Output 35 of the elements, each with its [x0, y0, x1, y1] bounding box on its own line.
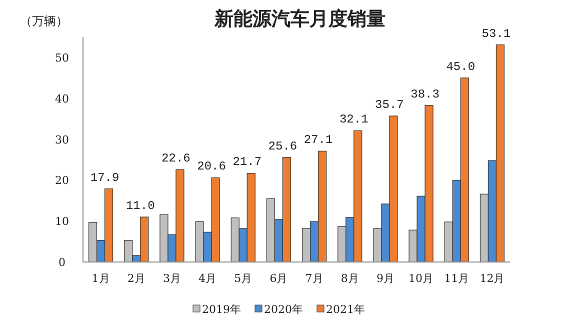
- legend-label: 2020年: [264, 303, 303, 316]
- x-tick-label: 10月: [408, 272, 434, 285]
- x-tick-label: 6月: [270, 272, 288, 285]
- y-tick-label: 30: [55, 133, 69, 146]
- y-tick-label: 50: [55, 51, 69, 64]
- y-tick-label: 10: [55, 215, 69, 228]
- data-label: 17.9: [90, 170, 120, 185]
- x-tick-label: 12月: [480, 272, 505, 285]
- data-label: 21.7: [232, 155, 262, 170]
- x-tick-label: 2月: [127, 272, 146, 285]
- x-tick-label: 1月: [92, 272, 110, 285]
- x-tick-label: 5月: [234, 272, 252, 285]
- data-label: 45.0: [446, 60, 476, 74]
- data-label: 11.0: [126, 199, 155, 213]
- data-label: 53.1: [482, 26, 511, 41]
- x-tick-label: 3月: [162, 272, 181, 285]
- data-label: 27.1: [304, 133, 333, 148]
- data-label: 32.1: [339, 112, 368, 127]
- data-label: 20.6: [197, 160, 226, 174]
- y-tick-label: 20: [55, 174, 69, 188]
- chart-title: 新能源汽车月度销量: [214, 8, 386, 30]
- y-tick-label: 0: [58, 256, 66, 269]
- data-label: 22.6: [162, 152, 190, 166]
- legend-label: 2019年: [202, 303, 241, 316]
- x-tick-label: 9月: [376, 272, 394, 285]
- y-tick-label: 40: [55, 92, 69, 106]
- x-tick-label: 4月: [198, 272, 217, 285]
- data-label: 38.3: [410, 87, 440, 102]
- x-tick-label: 7月: [305, 272, 324, 285]
- data-label: 25.6: [268, 139, 298, 154]
- legend-label: 2021年: [326, 303, 365, 316]
- x-tick-label: 8月: [340, 272, 359, 285]
- x-tick-label: 11月: [444, 272, 470, 285]
- data-label: 35.7: [375, 98, 404, 112]
- y-axis-title: （万辆）: [20, 14, 68, 28]
